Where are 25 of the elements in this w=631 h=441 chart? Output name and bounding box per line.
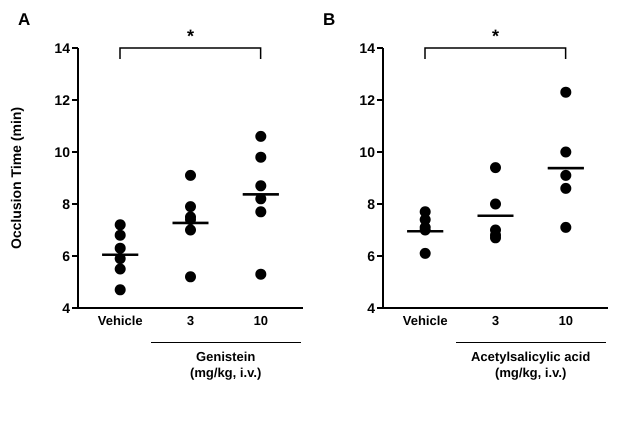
- y-tick-label: 12: [54, 92, 70, 108]
- x-tick-label: 3: [186, 313, 194, 328]
- x-tick-label: 3: [492, 313, 500, 328]
- x-tick-label: 10: [558, 313, 574, 328]
- y-tick-label: 8: [367, 196, 376, 212]
- y-tick-label: 6: [367, 248, 376, 264]
- y-tick-label: 4: [367, 300, 376, 316]
- chart-title: B: [323, 10, 336, 30]
- y-tick-label: 4: [62, 300, 70, 316]
- text: *: [490, 26, 500, 47]
- x-tick-label: Vehicle: [98, 313, 143, 328]
- x-tick-label: 10: [254, 313, 268, 328]
- text: *: [186, 26, 195, 47]
- x-axis-title: Genistein (mg/kg, i.v.): [189, 349, 262, 381]
- y-tick-label: 10: [54, 144, 70, 160]
- y-tick-label: 14: [359, 40, 376, 56]
- y-tick-label: 10: [359, 144, 376, 160]
- y-tick-label: 8: [62, 196, 70, 212]
- x-axis-title: Acetylsalicylic acid (mg/kg, i.v.): [470, 349, 592, 381]
- y-axis-title: Occlusion Time (min): [8, 106, 24, 250]
- x-tick-label: Vehicle: [402, 313, 448, 328]
- chart-title: A: [18, 10, 30, 30]
- y-tick-label: 12: [359, 92, 376, 108]
- y-tick-label: 14: [54, 40, 70, 56]
- y-tick-label: 6: [62, 248, 70, 264]
